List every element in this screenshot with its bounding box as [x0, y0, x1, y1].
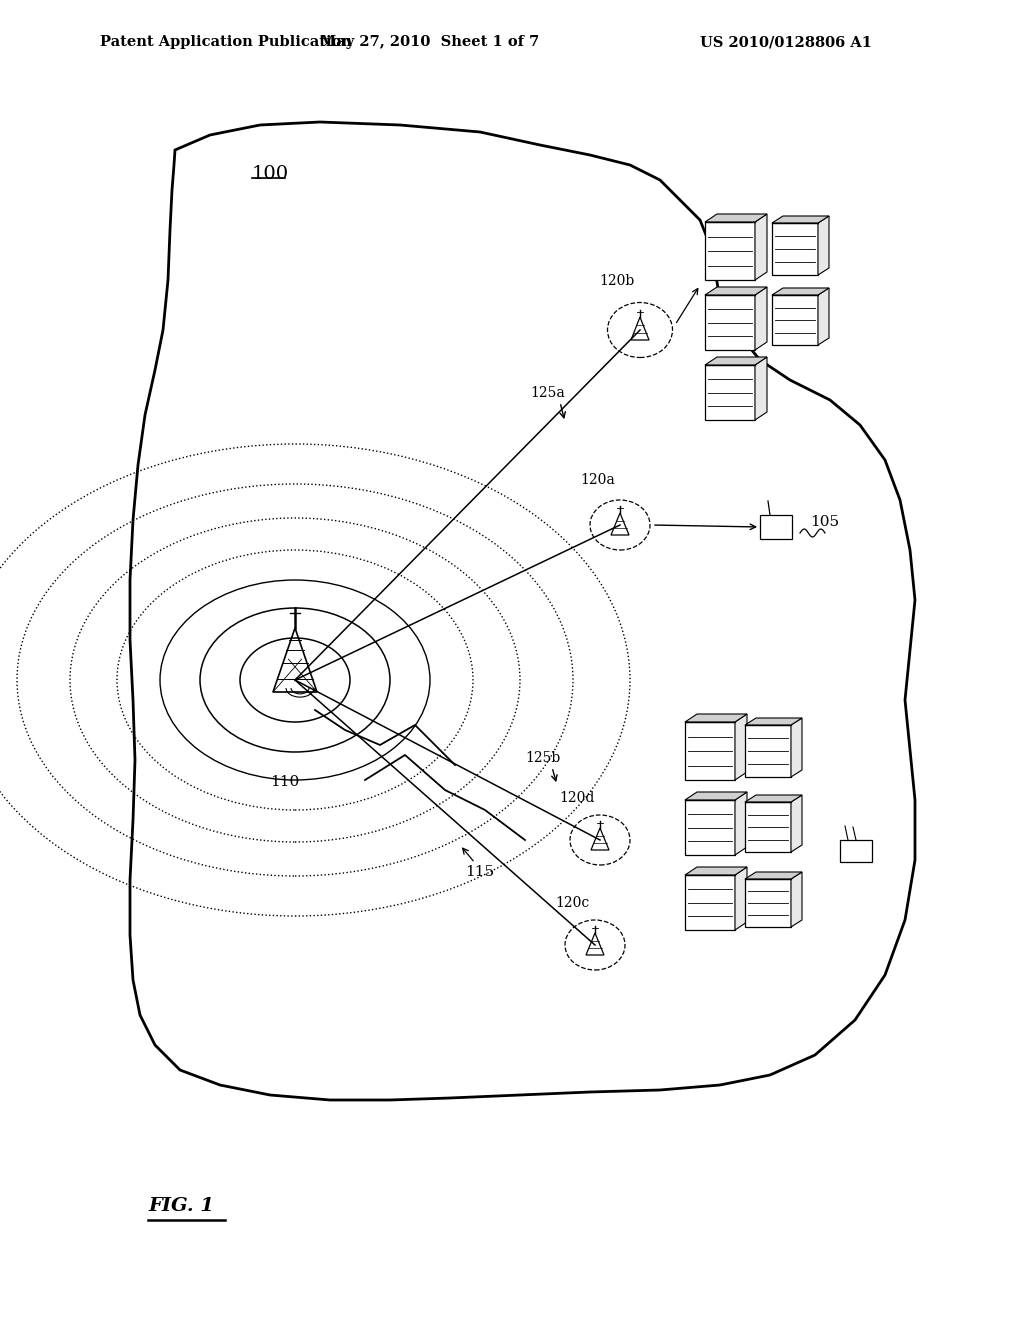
- Text: 110: 110: [270, 775, 300, 789]
- Bar: [685, 722, 735, 780]
- Polygon shape: [755, 286, 767, 350]
- Bar: [685, 800, 735, 855]
- Polygon shape: [685, 714, 746, 722]
- Text: 120b: 120b: [600, 275, 635, 288]
- Polygon shape: [685, 792, 746, 800]
- Bar: [772, 294, 818, 345]
- Bar: [772, 223, 818, 275]
- Polygon shape: [705, 214, 767, 222]
- Text: 105: 105: [810, 515, 839, 529]
- Polygon shape: [685, 867, 746, 875]
- Bar: [705, 222, 755, 280]
- Bar: [745, 879, 791, 927]
- Bar: [760, 515, 792, 539]
- Bar: [745, 803, 791, 851]
- Text: US 2010/0128806 A1: US 2010/0128806 A1: [700, 36, 872, 49]
- Text: 120d: 120d: [560, 791, 595, 805]
- Text: 120a: 120a: [581, 473, 615, 487]
- Polygon shape: [818, 288, 829, 345]
- Text: May 27, 2010  Sheet 1 of 7: May 27, 2010 Sheet 1 of 7: [321, 36, 540, 49]
- Bar: [685, 875, 735, 931]
- Polygon shape: [791, 718, 802, 777]
- Polygon shape: [745, 873, 802, 879]
- Polygon shape: [735, 792, 746, 855]
- Bar: [705, 294, 755, 350]
- Text: 100: 100: [252, 165, 289, 183]
- Polygon shape: [705, 286, 767, 294]
- Polygon shape: [791, 795, 802, 851]
- Polygon shape: [745, 795, 802, 803]
- Polygon shape: [772, 216, 829, 223]
- Polygon shape: [705, 356, 767, 366]
- Polygon shape: [791, 873, 802, 927]
- Bar: [705, 366, 755, 420]
- Text: Patent Application Publication: Patent Application Publication: [100, 36, 352, 49]
- Polygon shape: [755, 356, 767, 420]
- Polygon shape: [735, 867, 746, 931]
- Text: 120c: 120c: [556, 896, 590, 909]
- Text: FIG. 1: FIG. 1: [148, 1197, 214, 1214]
- Polygon shape: [735, 714, 746, 780]
- Polygon shape: [818, 216, 829, 275]
- Polygon shape: [755, 214, 767, 280]
- Bar: [840, 840, 872, 862]
- Text: 125b: 125b: [525, 751, 560, 766]
- Polygon shape: [745, 718, 802, 725]
- Text: 125a: 125a: [530, 385, 565, 400]
- Bar: [745, 725, 791, 777]
- Text: 115: 115: [466, 865, 495, 879]
- Polygon shape: [772, 288, 829, 294]
